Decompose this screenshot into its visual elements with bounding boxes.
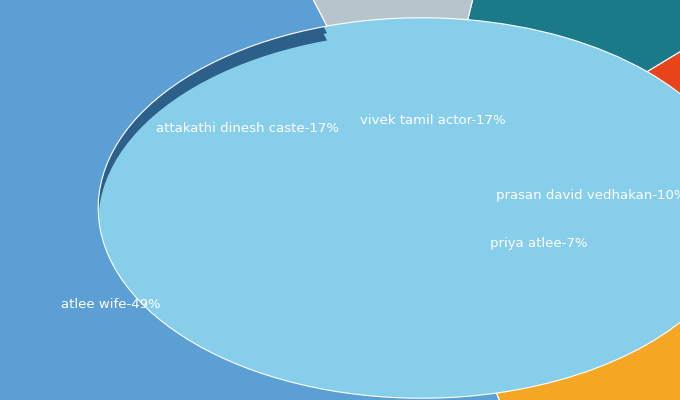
Text: vivek tamil actor-17%: vivek tamil actor-17% — [360, 114, 506, 126]
Text: attakathi dinesh caste-17%: attakathi dinesh caste-17% — [156, 122, 339, 134]
Wedge shape — [258, 0, 501, 26]
Wedge shape — [468, 0, 680, 72]
Wedge shape — [647, 0, 680, 295]
Wedge shape — [0, 0, 551, 400]
Wedge shape — [0, 0, 551, 400]
Text: prasan david vedhakan-10%: prasan david vedhakan-10% — [496, 190, 680, 202]
Wedge shape — [496, 258, 680, 400]
Text: atlee wife-49%: atlee wife-49% — [61, 298, 161, 310]
Text: priya atlee-7%: priya atlee-7% — [490, 238, 587, 250]
Wedge shape — [0, 0, 551, 400]
